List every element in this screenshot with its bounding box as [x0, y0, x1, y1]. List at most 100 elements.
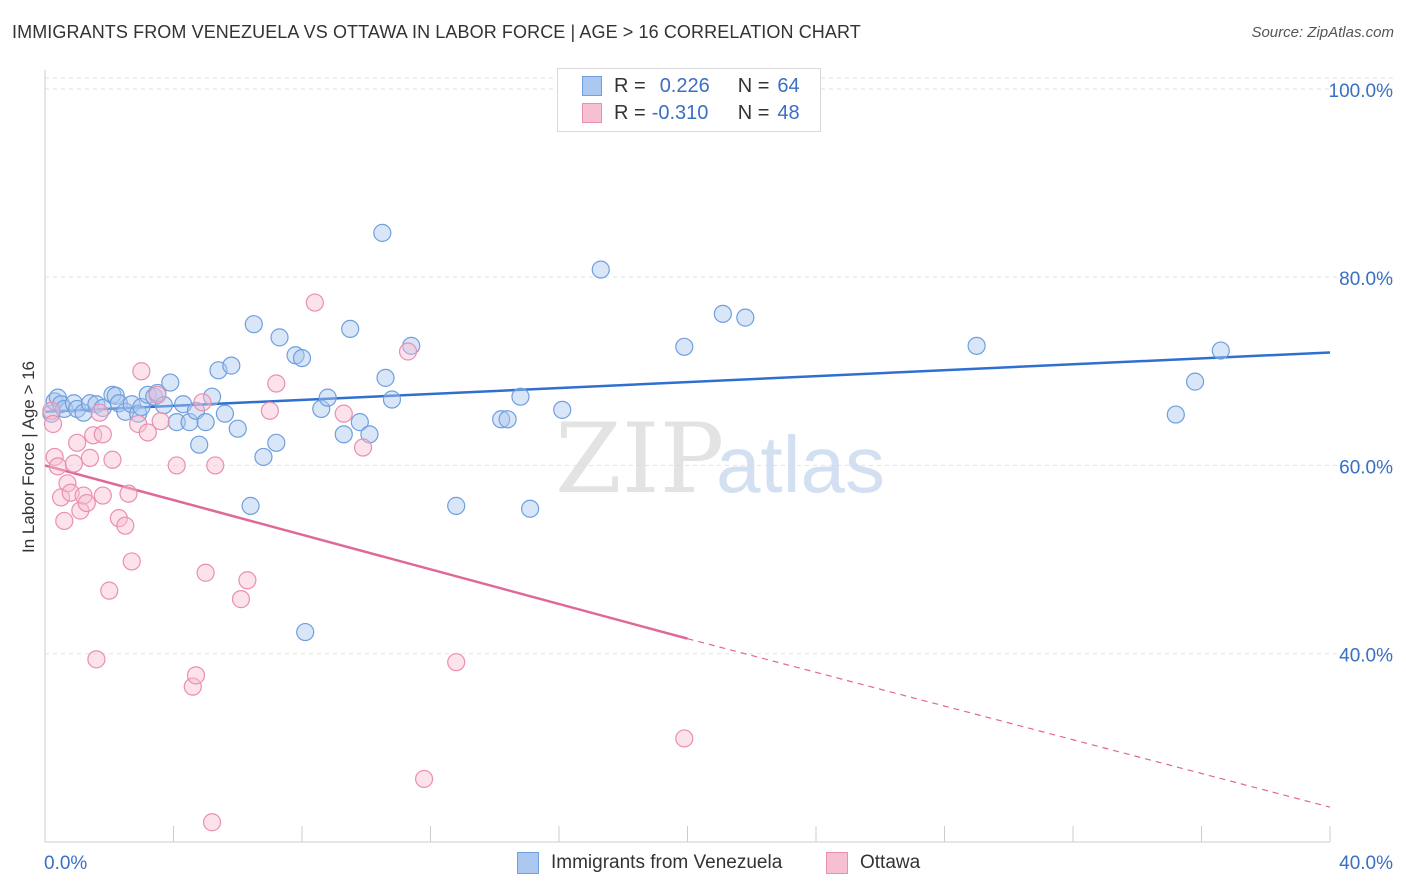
- trendline-venezuela: [44, 351, 1331, 413]
- y-tick-label: 100.0%: [1329, 81, 1394, 102]
- point-venezuela: [675, 337, 694, 356]
- point-ottawa: [84, 426, 103, 445]
- point-ottawa: [138, 423, 157, 442]
- point-ottawa: [122, 552, 141, 571]
- axes: [44, 70, 1331, 843]
- zipatlas-watermark: ZIP atlas: [555, 403, 885, 515]
- point-ottawa: [43, 414, 63, 434]
- point-ottawa: [193, 393, 212, 412]
- point-venezuela: [591, 260, 610, 279]
- point-ottawa: [148, 385, 167, 404]
- point-venezuela: [196, 413, 215, 432]
- point-ottawa: [100, 581, 119, 600]
- legend-r-value-1: 0.226: [659, 74, 710, 97]
- point-ottawa: [398, 342, 418, 361]
- y-tick-label: 80.0%: [1339, 269, 1393, 290]
- point-venezuela: [341, 319, 360, 339]
- point-ottawa: [42, 401, 61, 420]
- point-venezuela: [202, 387, 222, 406]
- bottom-legend-swatch-blue: [517, 852, 539, 874]
- legend-swatch-blue: [582, 76, 602, 96]
- legend-swatch-pink: [582, 103, 602, 123]
- point-ottawa: [186, 666, 206, 685]
- point-venezuela: [492, 410, 511, 429]
- point-ottawa: [109, 509, 128, 528]
- point-ottawa: [238, 571, 257, 590]
- legend-r-label: R =: [614, 74, 646, 97]
- point-venezuela: [167, 413, 186, 432]
- point-ottawa: [305, 293, 324, 312]
- point-ottawa: [90, 403, 109, 422]
- point-venezuela: [713, 304, 732, 323]
- y-tick-label: 40.0%: [1339, 646, 1393, 667]
- x-tick-label: 0.0%: [44, 853, 87, 874]
- bottom-legend-label-venezuela: Immigrants from Venezuela: [551, 852, 783, 873]
- point-venezuela: [267, 433, 286, 452]
- trendlines: [44, 351, 1331, 808]
- point-venezuela: [292, 348, 312, 368]
- legend-n-value-2: 48: [777, 101, 800, 124]
- trendline-ottawa-extension: [687, 638, 1331, 808]
- point-venezuela: [373, 223, 392, 242]
- point-venezuela: [511, 387, 530, 406]
- legend-row-venezuela: R = 0.226 N = 64: [582, 73, 800, 99]
- watermark-zip: ZIP: [555, 403, 724, 515]
- bottom-legend-venezuela: Immigrants from Venezuela: [517, 852, 782, 874]
- point-venezuela: [350, 413, 369, 432]
- legend-n-label: N =: [737, 74, 770, 97]
- point-venezuela: [520, 499, 540, 518]
- point-ottawa: [196, 563, 215, 582]
- point-venezuela: [296, 622, 315, 642]
- x-tick-label: 40.0%: [1339, 853, 1393, 874]
- point-ottawa: [55, 511, 74, 531]
- point-ottawa: [68, 433, 87, 452]
- watermark-atlas: atlas: [716, 420, 885, 509]
- bottom-legend-ottawa: Ottawa: [826, 852, 920, 874]
- point-ottawa: [447, 653, 466, 672]
- point-ottawa: [132, 362, 151, 381]
- point-ottawa: [87, 650, 106, 669]
- bottom-legend-swatch-pink: [826, 852, 848, 874]
- point-venezuela: [447, 496, 466, 515]
- point-ottawa: [353, 438, 373, 457]
- point-venezuela: [553, 400, 572, 419]
- legend-r-value-2: -0.310: [651, 101, 709, 124]
- y-axis-label: In Labor Force | Age > 16: [19, 361, 38, 553]
- tick-labels: 40.0% 60.0% 80.0% 100.0% 0.0% 40.0%: [44, 81, 1393, 874]
- trendline-ottawa: [44, 464, 688, 640]
- point-venezuela: [498, 410, 517, 429]
- point-ottawa: [151, 412, 170, 431]
- point-venezuela: [376, 368, 395, 387]
- y-tick-label: 60.0%: [1339, 457, 1393, 478]
- point-venezuela: [1166, 405, 1185, 424]
- legend-row-ottawa: R = -0.310 N = 48: [582, 100, 800, 126]
- point-ottawa: [334, 404, 353, 423]
- point-ottawa: [103, 450, 122, 469]
- point-ottawa: [231, 590, 251, 609]
- point-venezuela: [254, 447, 273, 467]
- point-ottawa: [414, 769, 434, 789]
- point-ottawa: [267, 374, 286, 393]
- point-venezuela: [402, 336, 421, 355]
- point-venezuela: [382, 390, 402, 409]
- point-ottawa: [77, 493, 96, 513]
- point-ottawa: [71, 501, 90, 520]
- bottom-legend-label-ottawa: Ottawa: [860, 852, 921, 873]
- point-ottawa: [167, 456, 186, 475]
- point-ottawa: [206, 456, 225, 475]
- point-venezuela: [74, 403, 93, 422]
- legend-r-label: R =: [614, 101, 646, 124]
- point-ottawa: [675, 729, 694, 748]
- point-ottawa: [93, 425, 112, 444]
- correlation-legend: R = 0.226 N = 64 R = -0.310 N = 48: [557, 68, 821, 132]
- point-venezuela: [190, 435, 209, 454]
- legend-n-value-1: 64: [777, 74, 800, 97]
- point-venezuela: [244, 315, 263, 334]
- point-ottawa: [93, 486, 112, 505]
- legend-n-label: N =: [737, 101, 770, 124]
- point-venezuela: [318, 388, 337, 407]
- point-venezuela: [64, 394, 84, 413]
- point-ottawa: [64, 454, 84, 473]
- point-venezuela: [1211, 341, 1230, 360]
